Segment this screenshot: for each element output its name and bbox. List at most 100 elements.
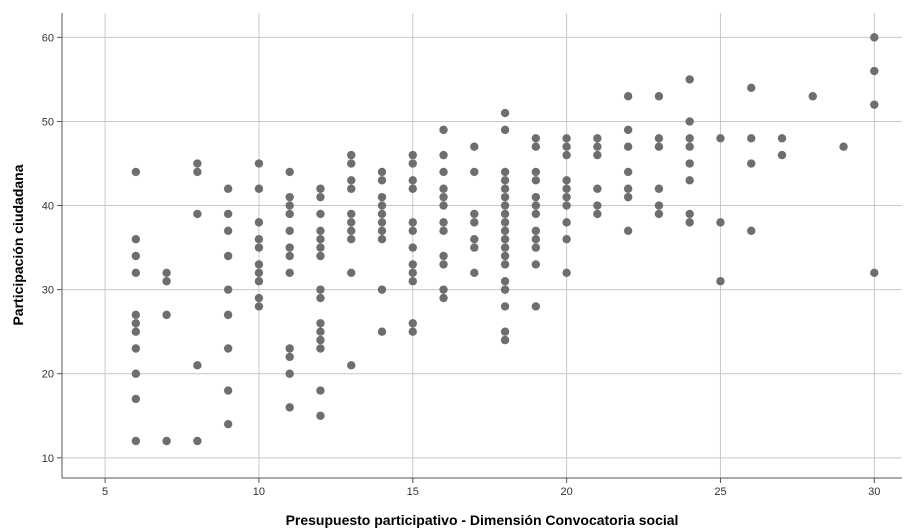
data-point [316,234,325,244]
data-point [500,201,510,210]
data-point [562,218,571,227]
data-point [285,167,294,177]
data-point [131,436,141,446]
data-point [500,327,510,336]
data-point [500,243,510,252]
data-point [254,293,264,303]
data-point [285,209,294,219]
data-point [408,277,417,286]
data-point [870,33,879,42]
data-point [285,352,294,362]
data-point [131,344,141,353]
data-point [223,386,233,395]
data-point [531,176,541,185]
x-axis-title: Presupuesto participativo - Dimensión Co… [286,512,679,528]
data-point [439,218,448,227]
data-point [223,310,233,320]
data-point [623,192,633,202]
data-point [223,226,233,235]
data-point [500,108,510,118]
x-tick-label: 20 [560,486,572,498]
y-tick-label: 50 [42,116,54,128]
data-point [470,268,479,278]
data-point [439,285,448,294]
data-point [470,209,479,219]
data-point [285,344,294,353]
data-point [500,260,510,269]
data-point [593,184,602,193]
data-point [470,142,479,151]
data-point [593,201,602,210]
y-tick-label: 30 [42,285,54,297]
data-point [531,302,541,311]
data-point [439,260,448,269]
data-point [623,184,633,193]
data-point [654,184,664,193]
data-point [347,226,356,235]
data-point [500,167,510,177]
data-point [654,201,664,210]
data-point [623,125,633,135]
data-point [808,92,817,101]
data-point [193,436,202,446]
data-point [531,142,541,151]
data-point [685,117,694,126]
data-point [654,209,664,219]
data-point [254,159,264,168]
data-point [162,277,171,286]
data-point [439,192,448,202]
data-point [193,209,202,219]
data-point [685,142,694,151]
data-point [316,319,325,328]
data-point [285,369,294,378]
data-point [747,159,756,168]
data-point [470,167,479,177]
data-point [439,125,448,135]
data-point [408,159,417,168]
data-point [162,436,171,446]
data-point [531,226,541,235]
data-point [408,319,417,328]
data-point [531,243,541,252]
data-point [685,218,694,227]
data-point [316,386,325,395]
data-point [223,209,233,219]
data-point [408,260,417,269]
data-point [316,209,325,219]
data-point [870,100,879,109]
data-point [685,176,694,185]
data-point [316,184,325,193]
data-point [347,184,356,193]
data-point [562,176,571,185]
data-point [593,209,602,219]
data-point [562,192,571,202]
data-point [500,302,510,311]
data-point [716,218,725,227]
data-point [347,150,356,160]
y-tick-label: 10 [42,453,54,465]
data-point [162,310,171,320]
data-point [531,201,541,210]
data-point [500,209,510,219]
data-point [254,277,264,286]
data-point [408,327,417,336]
data-point [593,150,602,160]
y-tick-label: 60 [42,32,54,44]
data-point [531,167,541,177]
data-point [377,192,387,202]
data-point [377,218,387,227]
data-point [870,268,879,278]
data-point [470,243,479,252]
data-point [254,234,264,244]
data-point [316,192,325,202]
data-point [685,159,694,168]
data-point [408,176,417,185]
data-point [747,226,756,235]
data-point [285,268,294,278]
data-point [347,209,356,219]
data-point [531,192,541,202]
data-point [193,159,202,168]
data-point [531,134,541,143]
data-point [500,277,510,286]
